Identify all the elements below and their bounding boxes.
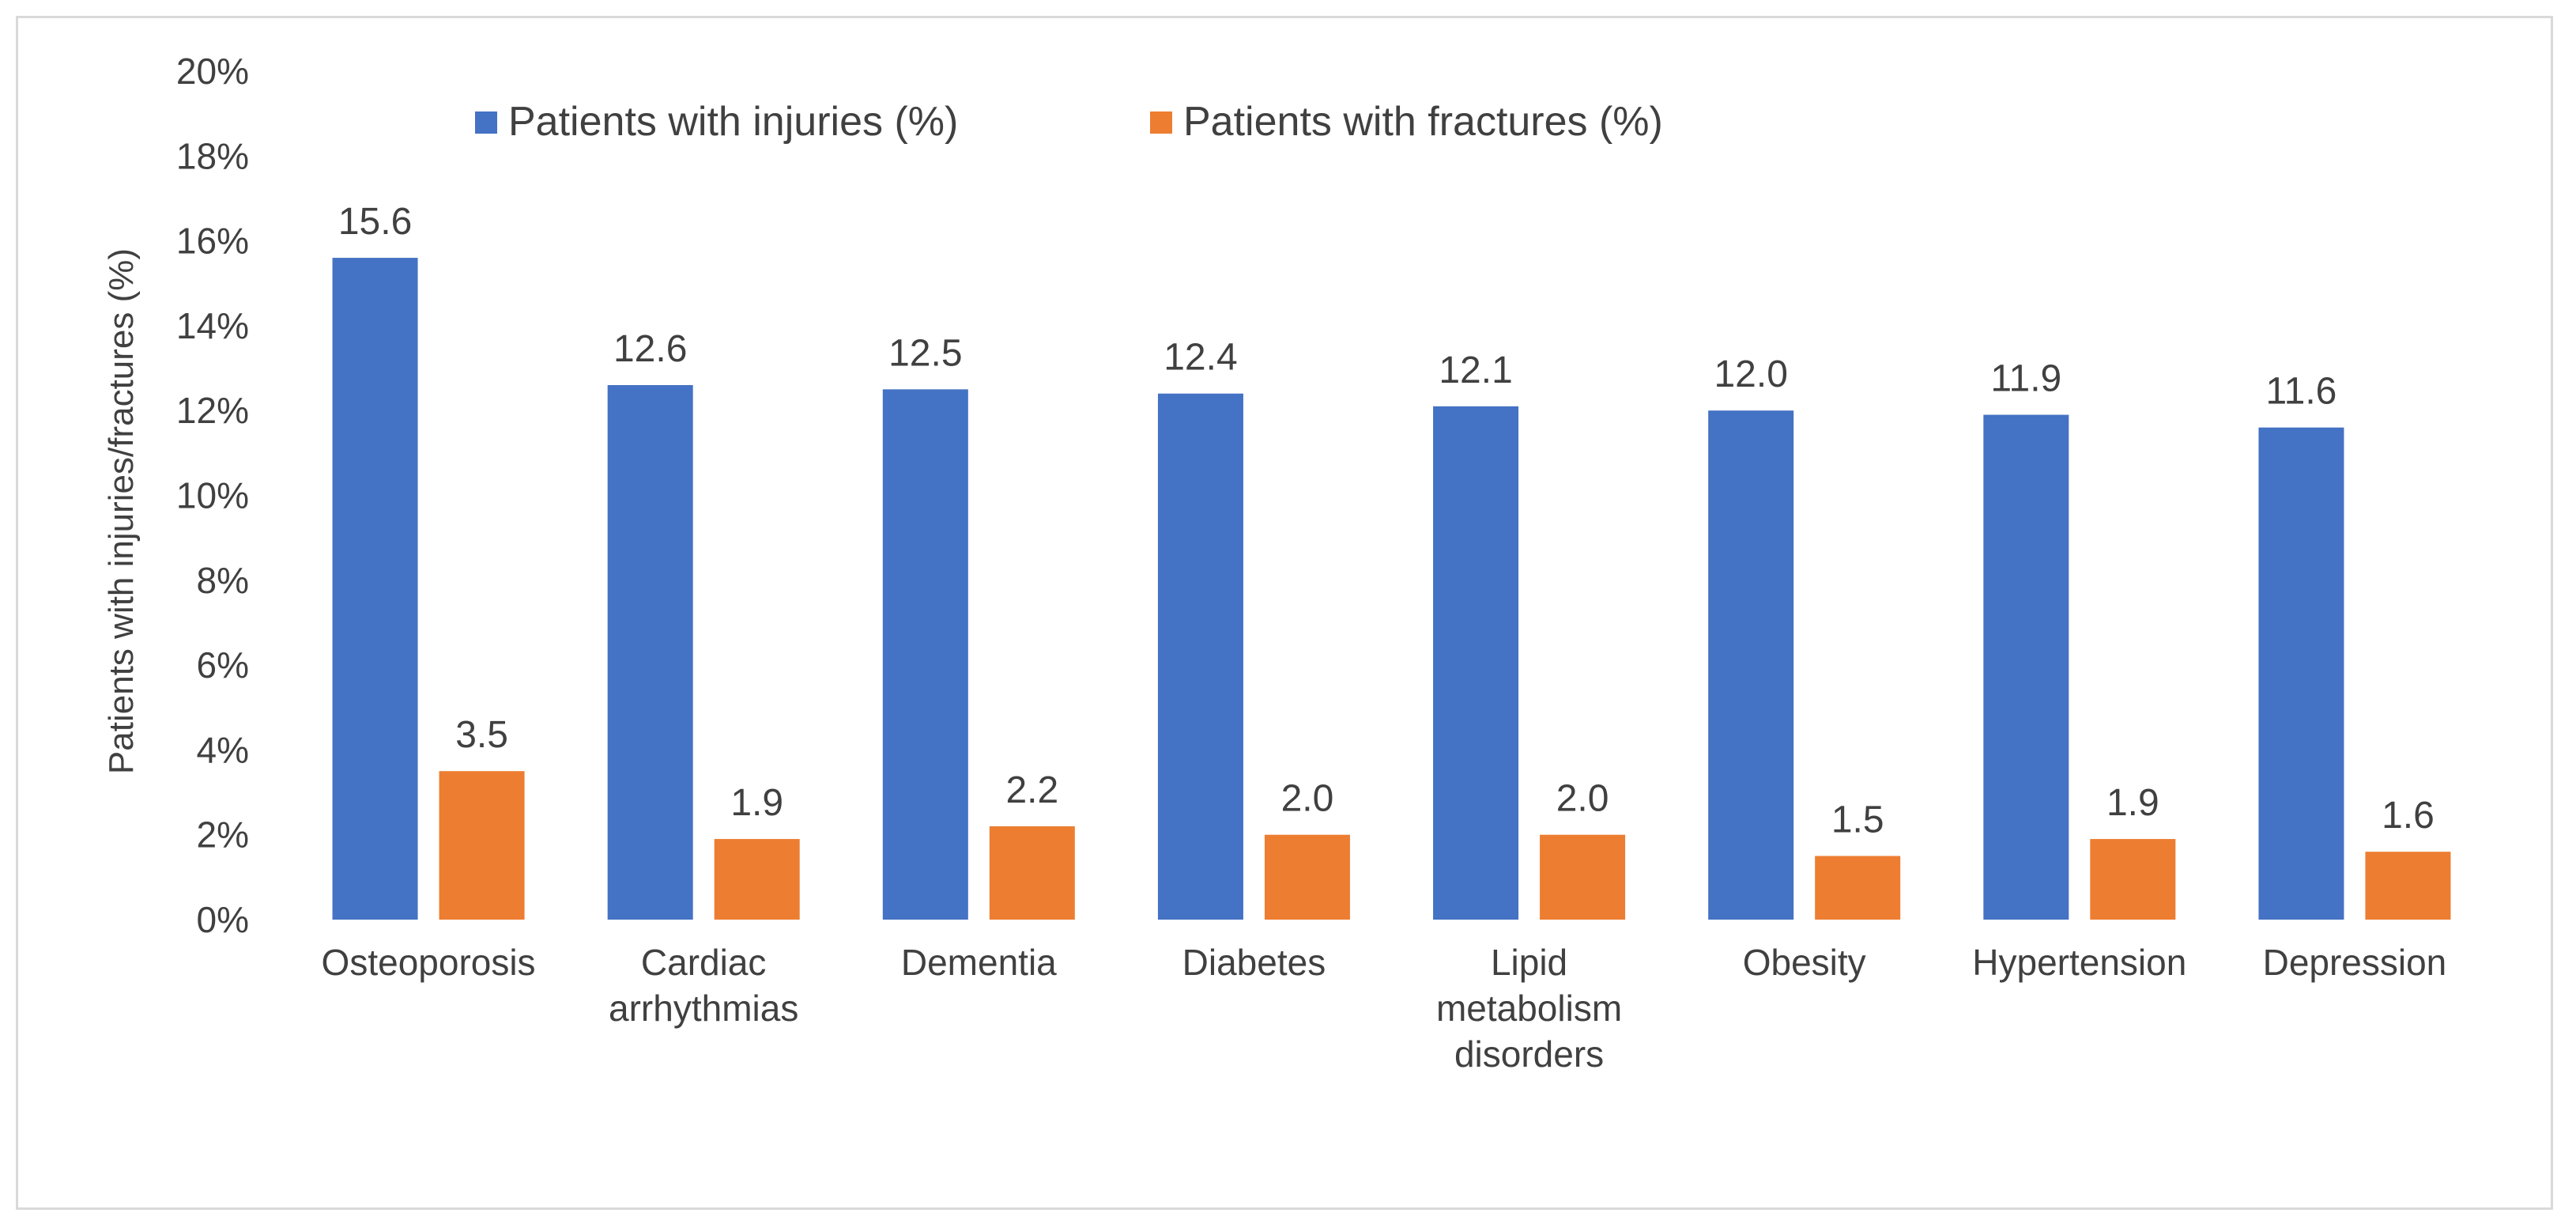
y-axis: 0% 2% 4% 6% 8% 10% 12% 14% 16% 18% 20% [176, 51, 249, 940]
bar-chart: 0% 2% 4% 6% 8% 10% 12% 14% 16% 18% 20% Osteoporosi… [102, 51, 2451, 1075]
y-tick-label: 8% [197, 560, 249, 601]
injuries-bar [1708, 410, 1794, 920]
category-label: metabolism [1436, 988, 1622, 1029]
injuries-data-label: 12.4 [1164, 337, 1237, 379]
category-label: Lipid [1491, 942, 1567, 983]
y-tick-label: 2% [197, 814, 249, 856]
bars [332, 258, 2451, 920]
fractures-data-label: 1.6 [2382, 795, 2435, 837]
fractures-bar [439, 771, 525, 920]
fractures-data-label: 3.5 [455, 714, 508, 756]
y-tick-label: 10% [176, 475, 249, 516]
injuries-bar [882, 389, 968, 920]
injuries-bar [1983, 414, 2069, 920]
legend-label: Patients with injuries (%) [508, 99, 958, 145]
category-label: Depression [2263, 942, 2447, 983]
fractures-bar [714, 839, 800, 920]
legend: Patients with injuries (%) Patients with … [475, 99, 1663, 145]
fractures-data-label: 1.9 [730, 782, 783, 824]
category-label: Diabetes [1182, 942, 1326, 983]
injuries-data-label: 12.5 [888, 332, 962, 374]
y-tick-label: 12% [176, 390, 249, 431]
y-tick-label: 6% [197, 644, 249, 686]
injuries-bar [1433, 406, 1519, 920]
x-axis: Osteoporosis Cardiac arrhythmias Dementia Di… [322, 942, 2447, 1075]
injuries-data-label: 12.0 [1714, 353, 1787, 395]
fractures-data-label: 2.0 [1556, 778, 1609, 820]
injuries-data-label: 11.6 [2266, 371, 2337, 413]
y-tick-label: 20% [176, 51, 249, 92]
category-label: Hypertension [1972, 942, 2186, 983]
legend-swatch [1150, 111, 1172, 134]
fractures-bar [1815, 856, 1901, 920]
category-label: Cardiac [641, 942, 767, 983]
y-tick-label: 18% [176, 135, 249, 176]
fractures-bar [2090, 839, 2176, 920]
fractures-bar [989, 826, 1075, 920]
chart-frame: 0% 2% 4% 6% 8% 10% 12% 14% 16% 18% 20% Osteoporosi… [16, 16, 2553, 1210]
legend-item-injuries: Patients with injuries (%) [475, 99, 958, 145]
legend-item-fractures: Patients with fractures (%) [1150, 99, 1663, 145]
y-tick-label: 14% [176, 305, 249, 346]
category-label: Obesity [1743, 942, 1866, 983]
fractures-bar [1264, 834, 1350, 920]
fractures-data-label: 2.0 [1281, 778, 1334, 820]
fractures-data-label: 2.2 [1005, 769, 1058, 811]
injuries-data-label: 12.1 [1439, 350, 1512, 391]
category-label: arrhythmias [609, 988, 798, 1029]
injuries-bar [2258, 427, 2344, 920]
fractures-data-label: 1.5 [1831, 799, 1884, 841]
y-tick-label: 4% [197, 729, 249, 770]
category-label: Osteoporosis [322, 942, 536, 983]
fractures-data-label: 1.9 [2106, 782, 2159, 824]
injuries-bar [607, 385, 693, 920]
injuries-data-label: 12.6 [613, 328, 687, 370]
y-tick-label: 0% [197, 899, 249, 940]
fractures-bar [1540, 834, 1626, 920]
fractures-bar [2365, 852, 2451, 920]
y-tick-label: 16% [176, 221, 249, 262]
y-axis-title: Patients with injuries/fractures (%) [102, 248, 141, 774]
legend-swatch [475, 111, 497, 134]
injuries-bar [1157, 393, 1243, 920]
injuries-bar [332, 258, 418, 920]
category-label: disorders [1454, 1033, 1604, 1075]
data-labels: 15.6 3.5 12.6 1.9 12.5 2.2 12.4 2.0 12.1 2.0 12.0 1… [338, 201, 2435, 841]
category-label: Dementia [901, 942, 1057, 983]
injuries-data-label: 11.9 [1990, 358, 2061, 400]
legend-label: Patients with fractures (%) [1183, 99, 1663, 145]
injuries-data-label: 15.6 [338, 201, 412, 243]
